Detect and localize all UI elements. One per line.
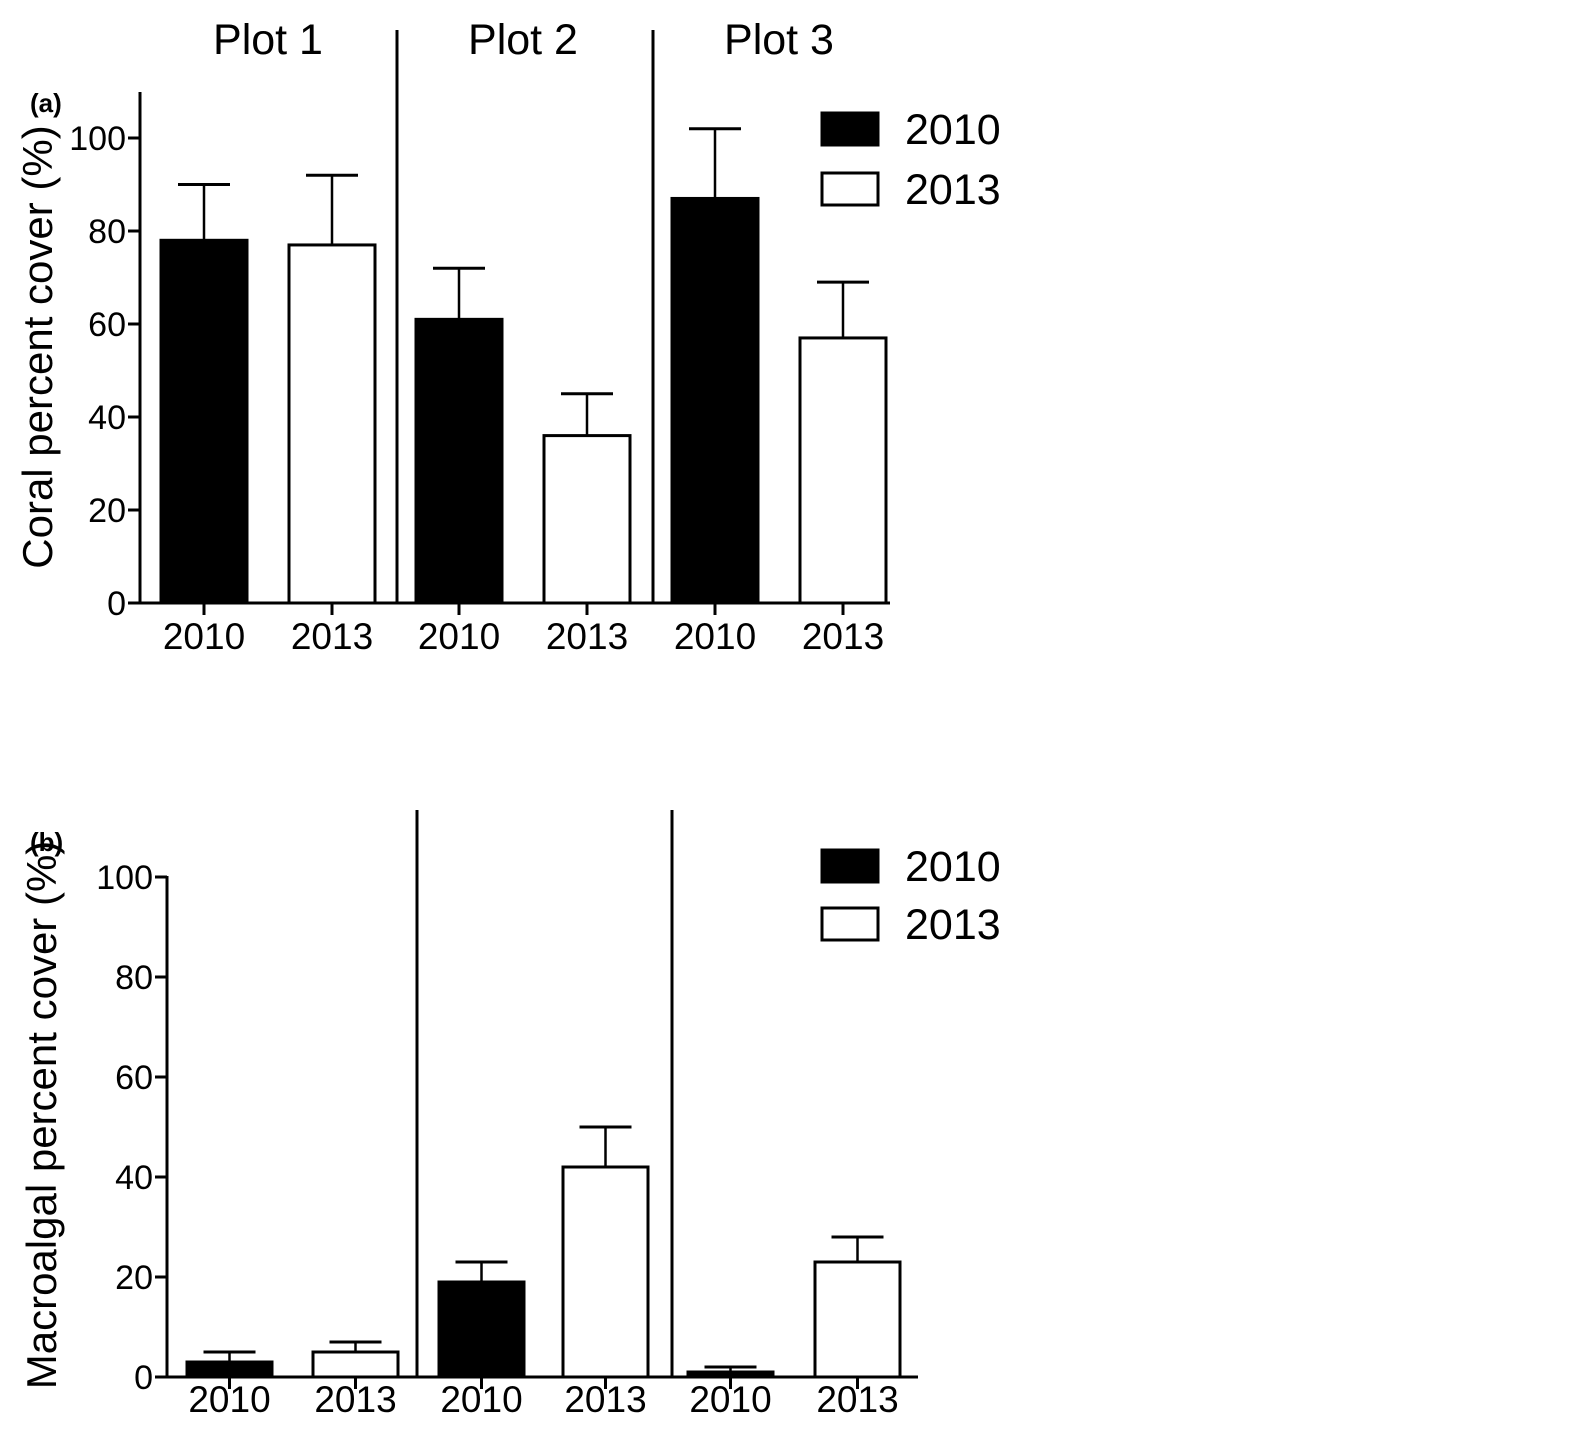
bar-plot2-2010 (414, 317, 504, 605)
y-tick-label: 60 (88, 306, 126, 344)
legend-swatch-2010 (820, 848, 880, 884)
x-tick-label: 2013 (291, 616, 373, 657)
x-tick-label: 2013 (802, 616, 884, 657)
x-tick-label: 2010 (689, 1379, 771, 1420)
y-axis-title: Coral percent cover (%) (14, 125, 61, 568)
x-tick-label: 2010 (163, 616, 245, 657)
x-tick-label: 2010 (674, 616, 756, 657)
y-tick-label: 20 (115, 1259, 153, 1297)
y-axis-title: Macroalgal percent cover (%) (18, 841, 65, 1390)
group-header: Plot 3 (724, 16, 834, 64)
bar-plot2-2013 (542, 434, 632, 605)
legend-swatch-2010 (820, 111, 880, 147)
legend-label: 2013 (905, 166, 1001, 214)
bar-plot1-2013 (311, 1350, 400, 1379)
x-tick-label: 2013 (546, 616, 628, 657)
panel-letter: (b) (30, 827, 63, 857)
y-tick-label: 40 (88, 399, 126, 437)
bar-plot2-2010 (437, 1280, 526, 1379)
legend-swatch-2013 (820, 171, 880, 207)
legend-label: 2010 (905, 843, 1001, 891)
bar-plot3-2010 (686, 1370, 775, 1379)
y-tick-label: 40 (115, 1159, 153, 1197)
x-tick-label: 2013 (564, 1379, 646, 1420)
group-header: Plot 1 (213, 16, 323, 64)
bar-plot3-2013 (798, 336, 888, 605)
x-tick-label: 2013 (816, 1379, 898, 1420)
bar-plot1-2010 (185, 1360, 274, 1379)
group-header: Plot 2 (468, 16, 578, 64)
panel-a: Plot 1 Plot 2 Plot 3 0 20 40 60 80 100 2010 2013 20… (14, 16, 1001, 657)
x-tick-label: 2010 (188, 1379, 270, 1420)
legend-label: 2013 (905, 901, 1001, 949)
y-tick-label: 20 (88, 492, 126, 530)
bar-plot3-2013 (813, 1260, 902, 1379)
y-tick-label: 80 (88, 213, 126, 251)
bar-plot2-2013 (561, 1165, 650, 1379)
legend-label: 2010 (905, 106, 1001, 154)
y-tick-label: 100 (96, 859, 153, 897)
bar-plot1-2013 (287, 243, 377, 605)
bar-plot1-2010 (159, 238, 249, 605)
y-tick-label: 60 (115, 1059, 153, 1097)
y-tick-label: 0 (134, 1359, 153, 1397)
legend-swatch-2013 (820, 906, 880, 942)
x-tick-label: 2010 (440, 1379, 522, 1420)
x-tick-label: 2013 (314, 1379, 396, 1420)
bar-plot3-2010 (670, 196, 760, 605)
y-tick-label: 0 (107, 585, 126, 623)
panel-b: 0 20 40 60 80 100 2010 2013 2010 2013 2010 2013 2010… (18, 810, 1001, 1420)
y-tick-label: 80 (115, 959, 153, 997)
panel-letter: (a) (30, 88, 62, 118)
x-tick-label: 2010 (418, 616, 500, 657)
y-tick-label: 100 (69, 120, 126, 158)
